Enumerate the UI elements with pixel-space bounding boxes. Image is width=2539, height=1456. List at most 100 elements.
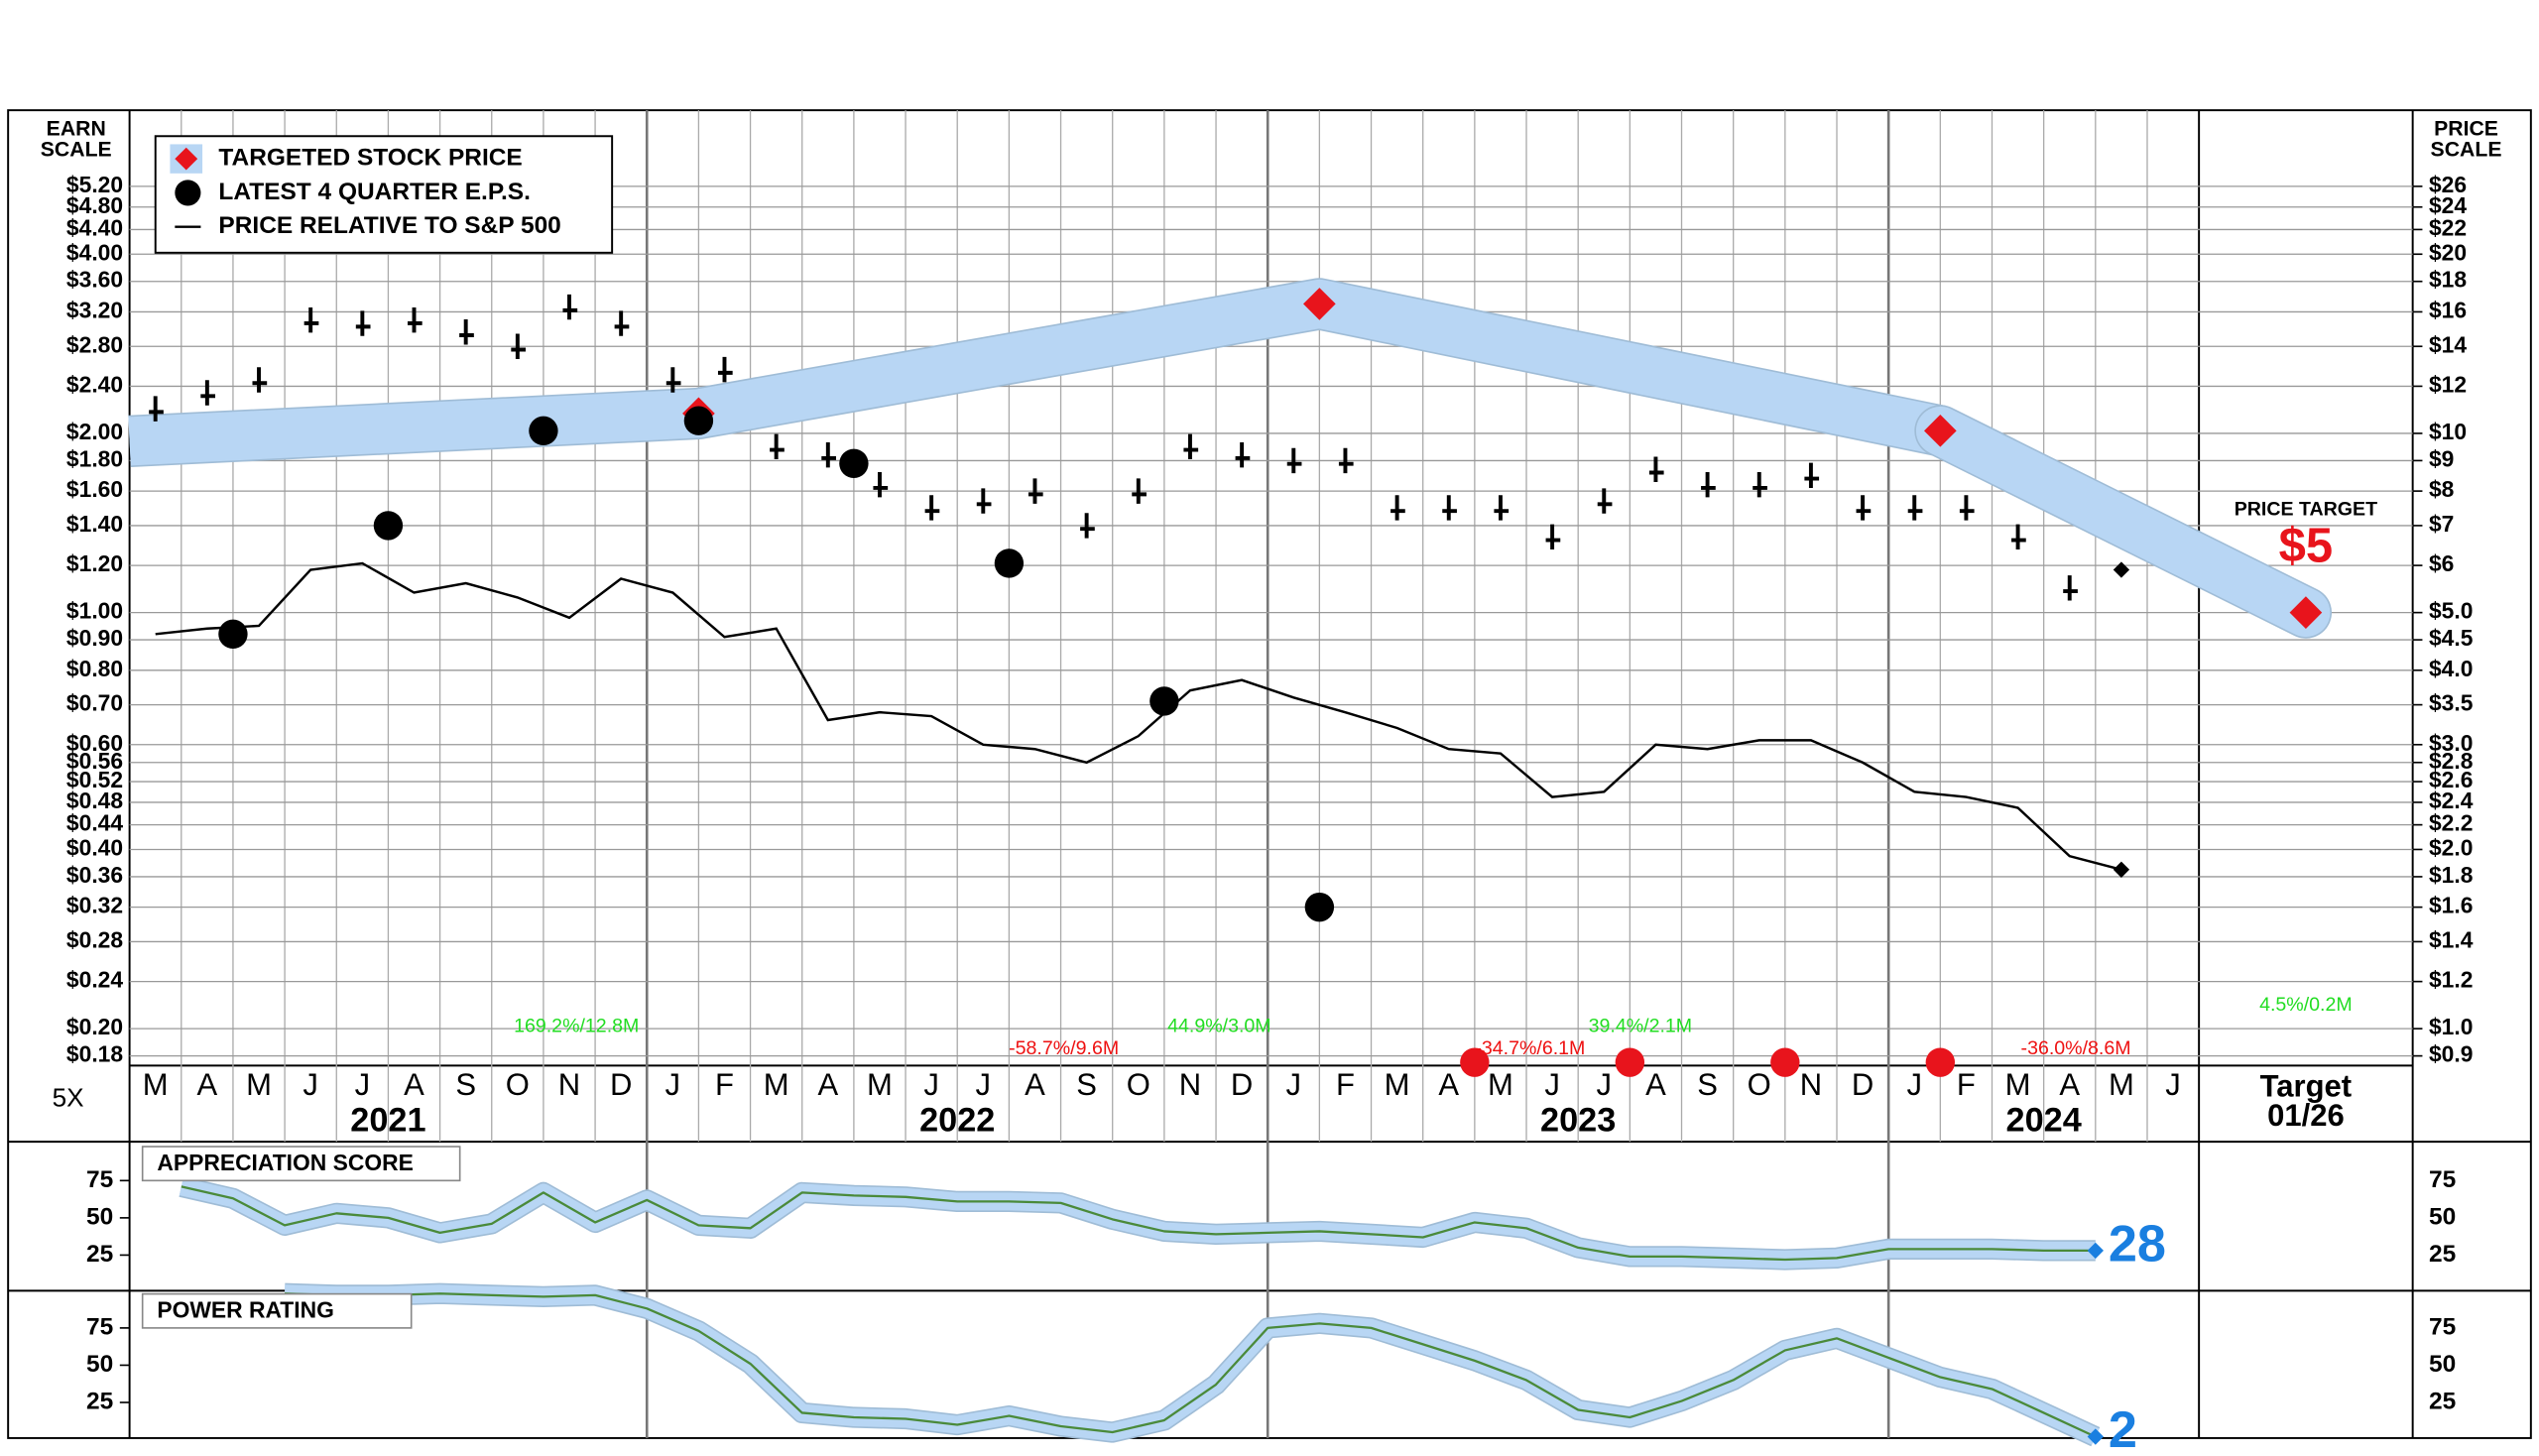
y-tick-label: $0.18 [66, 1041, 123, 1067]
price-bar [1028, 478, 1043, 504]
x-tick-label: M [246, 1067, 272, 1102]
y-tick-label: $0.48 [66, 788, 123, 813]
price-bar [1701, 471, 1716, 498]
price-bar [1597, 488, 1613, 514]
y-label: SCALE [41, 139, 112, 162]
y-tick-label: $1.40 [66, 511, 123, 537]
y2-tick-label: $4.5 [2429, 625, 2474, 651]
score-value: 2 [2109, 1401, 2137, 1456]
event-dot [1460, 1047, 1490, 1077]
x-tick-label: D [1231, 1067, 1253, 1102]
y-tick-label: $3.20 [66, 297, 123, 322]
x-tick-label: M [1488, 1067, 1513, 1102]
year-label: 2021 [350, 1102, 425, 1140]
price-bar [355, 310, 371, 336]
eps-dot [683, 406, 714, 435]
price-bar [2011, 524, 2026, 550]
price-bar [873, 471, 889, 498]
y-tick-label: 75 [86, 1313, 113, 1340]
y-tick-label: $4.40 [66, 214, 123, 240]
price-bar [1338, 447, 1354, 474]
y2-tick-label: $1.2 [2429, 967, 2473, 993]
y2-tick-label: 25 [2429, 1388, 2456, 1414]
price-bar [1856, 495, 1872, 521]
legend-marker [175, 180, 201, 206]
eps-dot [1304, 892, 1335, 922]
y2-tick-label: $2.2 [2429, 810, 2473, 836]
annotation: -58.7%/9.6M [1009, 1037, 1119, 1059]
y-tick-label: $0.32 [66, 893, 123, 918]
x-tick-label: D [610, 1067, 632, 1102]
y-tick-label: 50 [86, 1203, 113, 1230]
price-bar [1494, 495, 1510, 521]
eps-dot [529, 416, 558, 446]
price-band [1915, 406, 2331, 638]
y2-tick-label: $18 [2429, 267, 2467, 293]
annotation: 169.2%/12.8M [514, 1015, 639, 1036]
legend-box [154, 135, 614, 254]
panel-title-box [141, 1292, 413, 1329]
x-tick-label: J [1906, 1067, 1922, 1102]
y2-tick-label: $7 [2429, 511, 2454, 537]
price-target [2289, 596, 2323, 629]
x-tick-label: J [302, 1067, 318, 1102]
y2-label: SCALE [2431, 139, 2502, 162]
x-tick-label: M [867, 1067, 893, 1102]
target-diamond [1303, 288, 1336, 320]
annotation: -36.0%/8.6M [2021, 1037, 2131, 1059]
price-bar [200, 380, 216, 406]
price-bar [2063, 575, 2078, 601]
legend-label: LATEST 4 QUARTER E.P.S. [218, 179, 531, 205]
price-bar [252, 367, 268, 393]
y2-tick-label: $3.0 [2429, 730, 2473, 756]
line-end [2113, 861, 2130, 878]
y-tick-label: $4.00 [66, 239, 123, 265]
x-tick-label: A [1438, 1067, 1459, 1102]
x-tick-label: S [455, 1067, 476, 1102]
price-bar [924, 495, 940, 521]
y2-tick-label: 25 [2429, 1241, 2456, 1268]
price-bar [1183, 433, 1199, 460]
x-tick-label: A [817, 1067, 838, 1102]
x-tick-label: M [2109, 1067, 2134, 1102]
price-bar [303, 306, 319, 333]
y-tick-label: 75 [86, 1166, 113, 1193]
price-bar [1080, 513, 1095, 539]
x-tick-label: M [764, 1067, 789, 1102]
y-tick-label: 50 [86, 1351, 113, 1378]
y2-label: PRICE [2434, 117, 2498, 140]
legend-label: PRICE RELATIVE TO S&P 500 [218, 212, 560, 239]
x-tick-label: J [1597, 1067, 1613, 1102]
legend: TARGETED STOCK PRICE LATEST 4 QUARTER E.P… [170, 144, 561, 239]
y-tick-label: $0.36 [66, 862, 123, 888]
y2-tick-label: $5.0 [2429, 598, 2473, 624]
target-title: Target [2260, 1068, 2353, 1103]
panel-title: APPRECIATION SCORE [157, 1150, 414, 1175]
price-bar [1132, 478, 1147, 504]
annotation: -34.7%/6.1M [1475, 1037, 1585, 1059]
y-tick-label: $2.40 [66, 371, 123, 397]
panel-title-box [141, 1146, 461, 1182]
price-bar [976, 488, 992, 514]
annotation: 44.9%/3.0M [1167, 1015, 1270, 1036]
x-tick-label: A [1025, 1067, 1045, 1102]
price-bar [562, 294, 578, 320]
y2-tick-label: $1.8 [2429, 862, 2473, 888]
price-bar [1390, 495, 1405, 521]
y-tick-label: $0.28 [66, 926, 123, 952]
y2-tick-label: $26 [2429, 172, 2467, 197]
y2-tick-label: $1.0 [2429, 1014, 2473, 1039]
price-bar [149, 396, 164, 422]
price-bar [511, 333, 526, 359]
price-bar [1907, 495, 1923, 521]
y-tick-label: $2.00 [66, 419, 123, 444]
year-label: 2023 [1540, 1102, 1616, 1140]
x-tick-label: O [1748, 1067, 1771, 1102]
y-tick-label: $0.90 [66, 625, 123, 651]
y-tick-label: $4.80 [66, 192, 123, 218]
x-tick-label: F [715, 1067, 734, 1102]
x-tick-label: A [1645, 1067, 1666, 1102]
y2-tick-label: $2.8 [2429, 748, 2473, 774]
score-line [284, 1292, 2097, 1438]
